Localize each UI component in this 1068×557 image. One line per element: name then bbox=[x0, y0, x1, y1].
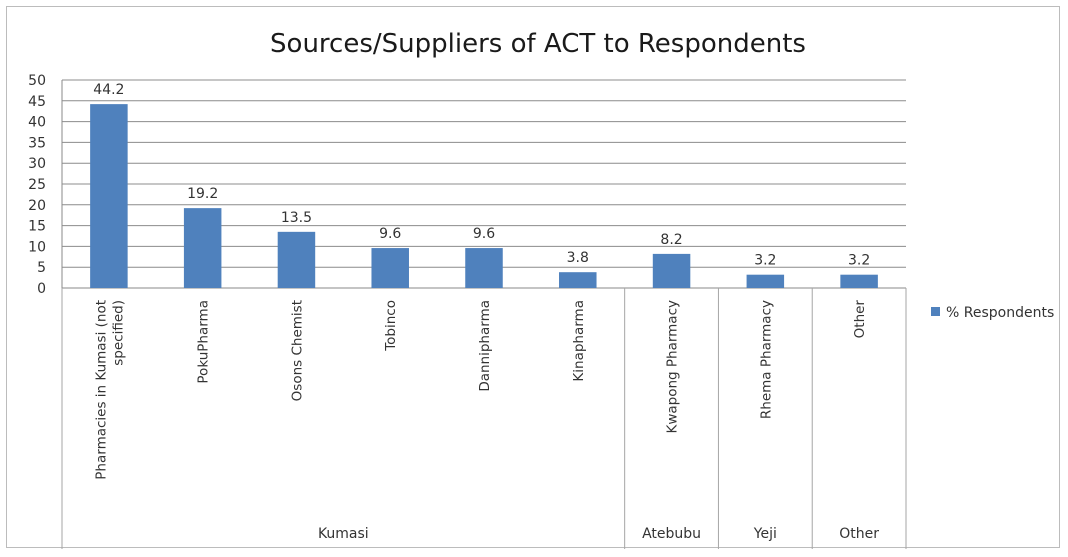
data-labels: 44.2 19.2 13.5 9.6 9.6 3.8 8.2 3.2 3.2 bbox=[93, 82, 870, 269]
bar bbox=[183, 208, 222, 288]
y-tick-label: 20 bbox=[28, 198, 46, 214]
data-label: 3.8 bbox=[567, 250, 589, 266]
category-label: Osons Chemist bbox=[289, 300, 305, 401]
y-tick-label: 15 bbox=[28, 219, 46, 235]
chart-frame bbox=[6, 6, 1060, 548]
bar bbox=[840, 274, 878, 288]
category-label: PokuPharma bbox=[196, 300, 212, 384]
legend-swatch bbox=[931, 307, 940, 316]
group-label: Atebubu bbox=[642, 526, 701, 542]
y-tick-label: 25 bbox=[28, 177, 46, 193]
data-label: 9.6 bbox=[379, 226, 401, 242]
data-label: 3.2 bbox=[848, 253, 870, 269]
y-tick-label: 40 bbox=[28, 115, 46, 131]
y-axis-ticks: 0 5 10 15 20 25 30 35 40 45 50 bbox=[28, 73, 46, 297]
data-label: 19.2 bbox=[187, 186, 218, 202]
bar bbox=[465, 248, 503, 288]
group-label: Kumasi bbox=[318, 526, 369, 542]
category-label: Pharmacies in Kumasi (not bbox=[93, 300, 109, 480]
chart-title: Sources/Suppliers of ACT to Respondents bbox=[270, 29, 806, 59]
group-label: Yeji bbox=[753, 526, 777, 542]
category-label: Other bbox=[852, 300, 868, 339]
legend: % Respondents bbox=[931, 305, 1054, 321]
bars bbox=[90, 104, 878, 289]
data-label: 44.2 bbox=[93, 82, 124, 98]
y-tick-label: 35 bbox=[28, 135, 46, 151]
group-labels: Kumasi Atebubu Yeji Other bbox=[61, 288, 907, 549]
category-label: Kwapong Pharmacy bbox=[665, 300, 681, 434]
y-tick-label: 10 bbox=[28, 239, 46, 255]
data-label: 13.5 bbox=[281, 210, 312, 226]
y-tick-label: 0 bbox=[37, 281, 46, 297]
y-tick-label: 45 bbox=[28, 94, 46, 110]
bar bbox=[746, 274, 785, 288]
y-tick-label: 30 bbox=[28, 156, 46, 172]
category-labels: Pharmacies in Kumasi (not specified) PokuP… bbox=[93, 300, 868, 480]
data-label: 8.2 bbox=[660, 232, 682, 248]
data-label: 9.6 bbox=[473, 226, 495, 242]
category-label: Kinapharma bbox=[571, 300, 587, 382]
category-label: Rhema Pharmacy bbox=[758, 300, 774, 419]
category-label: specified) bbox=[110, 300, 126, 366]
category-label: Dannipharma bbox=[477, 300, 493, 392]
group-label: Other bbox=[839, 526, 879, 542]
category-label: Tobinco bbox=[383, 300, 399, 352]
data-label: 3.2 bbox=[754, 253, 776, 269]
legend-label: % Respondents bbox=[946, 305, 1054, 321]
bar bbox=[652, 253, 691, 288]
bar bbox=[90, 104, 128, 289]
bar bbox=[371, 248, 409, 288]
bar bbox=[559, 272, 597, 288]
bar bbox=[277, 231, 316, 288]
y-tick-label: 50 bbox=[28, 73, 46, 89]
y-tick-label: 5 bbox=[37, 260, 46, 276]
